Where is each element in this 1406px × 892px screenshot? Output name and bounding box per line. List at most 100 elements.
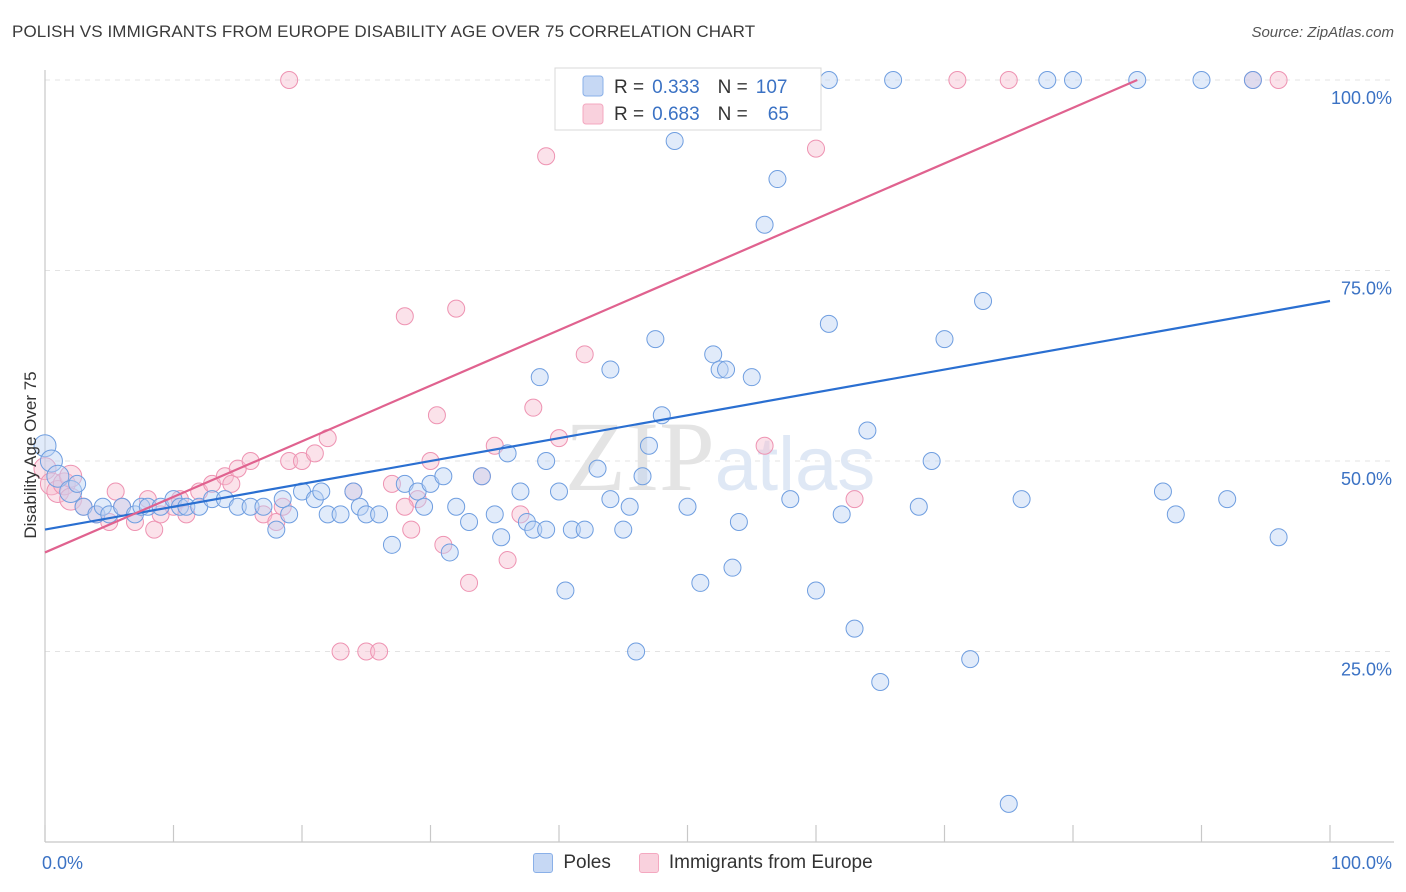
immigrants-point-50 bbox=[575, 345, 594, 364]
poles-point-43 bbox=[460, 512, 479, 531]
poles-point-0 bbox=[33, 434, 57, 458]
legend-r-immigrants: 0.683 bbox=[652, 104, 700, 125]
poles-point-88 bbox=[935, 330, 954, 349]
poles-point-44 bbox=[472, 467, 491, 486]
poles-point-45 bbox=[485, 505, 504, 524]
immigrants-point-3 bbox=[52, 472, 76, 496]
legend-n-label-2: N = bbox=[718, 104, 748, 125]
trend-lines bbox=[44, 78, 1331, 554]
poles-point-24 bbox=[273, 490, 292, 509]
poles-point-64 bbox=[646, 330, 665, 349]
poles-point-92 bbox=[1038, 71, 1057, 89]
bottom-legend: Poles Immigrants from Europe bbox=[0, 852, 1406, 874]
poles-point-59 bbox=[614, 520, 633, 539]
poles-point-86 bbox=[909, 497, 928, 516]
immigrants-point-59 bbox=[999, 71, 1018, 89]
poles-point-53 bbox=[550, 482, 568, 501]
poles-point-41 bbox=[440, 543, 459, 562]
y-tick-label-1: 75.0% bbox=[1341, 279, 1392, 299]
immigrants-point-8 bbox=[106, 482, 125, 501]
y-tick-label-2: 50.0% bbox=[1341, 469, 1392, 489]
legend-n-poles: 107 bbox=[756, 77, 788, 98]
immigrants-point-12 bbox=[145, 520, 164, 539]
immigrants-point-46 bbox=[511, 505, 530, 524]
poles-point-70 bbox=[710, 360, 729, 379]
immigrants-point-32 bbox=[357, 642, 376, 661]
immigrants-point-28 bbox=[305, 444, 324, 463]
poles-point-73 bbox=[729, 512, 748, 531]
poles-point-80 bbox=[819, 314, 838, 333]
poles-point-83 bbox=[858, 421, 877, 440]
legend-swatch-immigrants bbox=[582, 103, 604, 125]
poles-point-1 bbox=[39, 449, 63, 473]
immigrants-point-57 bbox=[845, 490, 864, 509]
poles-point-57 bbox=[588, 459, 607, 478]
poles-point-28 bbox=[312, 482, 331, 501]
poles-point-77 bbox=[781, 490, 800, 509]
poles-point-29 bbox=[318, 505, 337, 524]
poles-point-102 bbox=[1166, 505, 1185, 524]
poles-point-21 bbox=[241, 497, 260, 516]
immigrants-points bbox=[33, 71, 1288, 661]
immigrants-point-0 bbox=[33, 457, 57, 481]
immigrants-point-63 bbox=[395, 497, 414, 516]
immigrants-point-54 bbox=[755, 436, 774, 455]
poles-point-33 bbox=[357, 505, 376, 524]
poles-point-98 bbox=[819, 71, 838, 89]
poles-point-56 bbox=[575, 520, 594, 539]
poles-point-66 bbox=[665, 131, 684, 150]
poles-point-72 bbox=[723, 558, 742, 577]
poles-point-61 bbox=[627, 642, 646, 661]
poles-point-95 bbox=[1243, 71, 1262, 89]
immigrants-point-4 bbox=[59, 487, 83, 511]
immigrants-point-35 bbox=[395, 307, 414, 326]
poles-point-79 bbox=[807, 581, 825, 600]
legend-swatch-poles bbox=[582, 75, 604, 97]
poles-trend-line bbox=[44, 299, 1331, 531]
legend-item-poles: Poles bbox=[533, 852, 611, 874]
poles-point-99 bbox=[1064, 71, 1082, 89]
poles-point-38 bbox=[415, 497, 434, 516]
poles-point-71 bbox=[717, 360, 736, 379]
poles-point-85 bbox=[884, 71, 903, 89]
poles-point-46 bbox=[492, 528, 511, 547]
poles-point-27 bbox=[305, 490, 324, 509]
x-tick-label-left: 0.0% bbox=[42, 853, 83, 873]
poles-point-22 bbox=[254, 497, 273, 516]
immigrants-point-26 bbox=[280, 452, 299, 470]
poles-point-82 bbox=[845, 619, 864, 638]
poles-point-54 bbox=[556, 581, 575, 600]
poles-point-50 bbox=[524, 520, 543, 539]
poles-point-48 bbox=[511, 482, 530, 501]
poles-point-81 bbox=[832, 505, 851, 524]
stats-legend: R = 0.333 N = 107 R = 0.683 N = 65 bbox=[554, 67, 822, 131]
poles-point-91 bbox=[999, 794, 1018, 813]
poles-point-84 bbox=[871, 672, 890, 691]
poles-point-96 bbox=[1269, 528, 1288, 547]
legend-r-poles: 0.333 bbox=[652, 77, 700, 98]
immigrants-point-56 bbox=[807, 139, 825, 158]
immigrants-point-39 bbox=[427, 406, 446, 425]
immigrants-point-58 bbox=[948, 71, 967, 89]
poles-points bbox=[33, 71, 1288, 813]
axes bbox=[44, 70, 1394, 843]
immigrants-trend-line bbox=[44, 78, 1138, 554]
y-tick-labels: 100.0% 75.0% 50.0% 25.0% bbox=[1331, 88, 1392, 680]
immigrants-point-25 bbox=[273, 497, 292, 516]
immigrants-point-45 bbox=[498, 551, 517, 570]
poles-point-49 bbox=[517, 512, 536, 531]
immigrants-point-40 bbox=[434, 535, 453, 554]
legend-n-immigrants: 65 bbox=[768, 104, 789, 125]
poles-point-23 bbox=[267, 520, 286, 539]
poles-point-69 bbox=[704, 345, 723, 364]
poles-point-30 bbox=[331, 505, 350, 524]
poles-point-40 bbox=[434, 467, 453, 486]
immigrants-point-36 bbox=[402, 520, 421, 539]
source-label: Source: ZipAtlas.com bbox=[1251, 24, 1394, 41]
poles-point-35 bbox=[382, 535, 401, 554]
poles-point-25 bbox=[280, 505, 299, 524]
immigrants-legend-label: Immigrants from Europe bbox=[668, 852, 873, 873]
poles-point-76 bbox=[768, 170, 787, 189]
